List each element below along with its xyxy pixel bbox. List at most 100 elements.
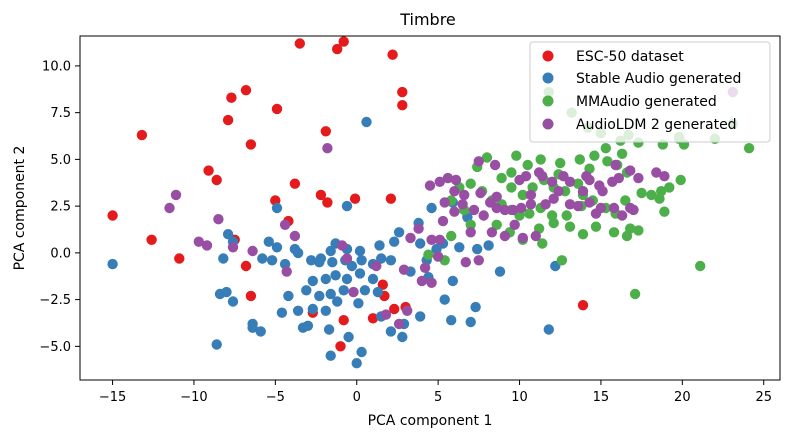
point-s3-41	[540, 199, 551, 210]
point-s3-59	[577, 186, 589, 197]
point-s3-47	[608, 202, 620, 214]
point-s1-78	[393, 227, 405, 238]
x-tick-label: 10	[511, 390, 528, 405]
point-s2-66	[590, 221, 602, 232]
point-s3-55	[533, 167, 545, 178]
point-s2-39	[620, 195, 631, 206]
point-s2-58	[465, 219, 476, 230]
point-s1-75	[447, 275, 458, 287]
point-s1-20	[327, 257, 338, 268]
point-s0-5	[397, 100, 408, 111]
point-s3-48	[616, 210, 628, 221]
point-s3-77	[432, 251, 444, 262]
point-s3-37	[499, 204, 511, 216]
point-s3-42	[548, 193, 559, 204]
point-s3-19	[405, 232, 416, 244]
point-s0-23	[146, 234, 157, 245]
point-s2-11	[743, 143, 755, 154]
legend-marker-esc50	[542, 50, 554, 62]
point-s2-54	[506, 182, 517, 193]
series-0	[107, 36, 589, 352]
y-tick-label: 7.5	[50, 106, 71, 121]
point-s3-51	[489, 159, 501, 171]
x-axis-label: PCA component 1	[368, 413, 493, 429]
point-s3-30	[459, 189, 470, 201]
point-s2-18	[535, 154, 546, 165]
point-s0-12	[245, 139, 257, 150]
point-s0-1	[338, 36, 349, 47]
chart-title: Timbre	[399, 10, 456, 29]
point-s3-15	[398, 264, 410, 275]
point-s2-23	[481, 152, 493, 163]
point-s3-7	[247, 245, 258, 257]
x-tick-label: 0	[353, 390, 361, 405]
point-s3-75	[460, 257, 471, 268]
point-s0-0	[294, 38, 305, 49]
point-s2-72	[446, 230, 457, 242]
y-axis-ticks: −5.0 −2.5 0.0 2.5 5.0 7.5 10.0	[39, 59, 80, 355]
legend-marker-mmaudio	[542, 95, 554, 107]
point-s0-14	[211, 174, 222, 186]
x-tick-label: −15	[99, 390, 126, 405]
point-s2-16	[574, 154, 585, 165]
point-s2-76	[537, 238, 548, 249]
point-s3-26	[434, 176, 445, 187]
point-s0-7	[226, 92, 237, 103]
point-s0-26	[240, 260, 252, 272]
point-s2-20	[511, 150, 522, 161]
point-s2-64	[564, 221, 576, 232]
point-s3-87	[525, 189, 537, 201]
point-s1-9	[255, 326, 266, 337]
point-s0-10	[136, 129, 148, 141]
point-s0-8	[222, 114, 234, 126]
point-s1-39	[314, 290, 325, 302]
point-s3-9	[289, 230, 301, 242]
point-s1-34	[330, 270, 341, 281]
point-s3-84	[584, 174, 595, 186]
point-s3-73	[530, 230, 541, 242]
point-s1-61	[439, 294, 450, 305]
point-s3-3	[213, 214, 224, 225]
point-s3-69	[465, 227, 476, 238]
y-tick-label: −2.5	[39, 293, 71, 308]
point-s1-15	[271, 242, 283, 253]
point-s3-70	[486, 227, 498, 238]
point-s1-35	[341, 273, 353, 285]
point-s2-67	[608, 227, 620, 238]
point-s2-34	[561, 210, 572, 221]
point-s3-39	[516, 202, 527, 214]
point-s0-15	[289, 178, 301, 189]
point-s0-21	[107, 210, 118, 221]
point-s2-69	[633, 225, 644, 236]
point-s2-22	[496, 172, 507, 184]
point-s1-10	[211, 339, 222, 350]
point-s1-38	[301, 285, 312, 296]
point-s3-25	[424, 180, 436, 191]
point-s1-22	[346, 260, 358, 272]
point-s3-88	[558, 171, 569, 182]
point-s3-64	[625, 165, 636, 176]
y-tick-label: 5.0	[50, 153, 71, 168]
point-s3-29	[449, 186, 460, 197]
point-s0-25	[174, 253, 185, 264]
x-tick-label: 25	[755, 390, 772, 405]
point-s0-17	[315, 189, 327, 201]
point-s1-5	[221, 286, 232, 298]
point-s3-38	[507, 204, 519, 216]
point-s3-50	[473, 156, 484, 167]
point-s3-21	[426, 234, 437, 245]
point-s1-32	[307, 275, 318, 287]
x-tick-label: 5	[434, 390, 442, 405]
point-s3-4	[201, 240, 213, 251]
point-s0-2	[332, 43, 343, 55]
point-s3-81	[610, 159, 621, 171]
point-s1-6	[227, 296, 239, 307]
point-s1-8	[247, 322, 258, 333]
point-s1-14	[263, 236, 274, 247]
point-s0-30	[377, 279, 388, 290]
point-s3-65	[633, 172, 644, 184]
point-s2-65	[577, 229, 589, 240]
point-s3-8	[279, 219, 291, 230]
point-s3-66	[651, 167, 662, 178]
